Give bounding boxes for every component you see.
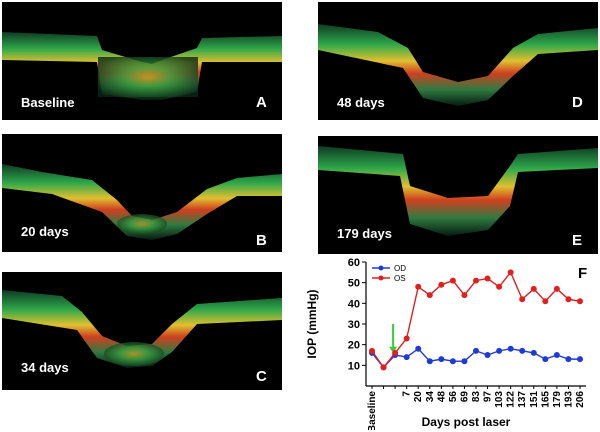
x-tick-label: 193 [563,391,574,408]
y-tick-label: 40 [348,298,360,310]
x-tick-label: Baseline [367,391,378,430]
panel-label-34-days: 34 days [21,360,69,375]
panel-letter-e: E [572,232,583,249]
x-tick-label: 179 [552,391,563,408]
oct-image-baseline [2,32,282,100]
data-point-os [553,285,560,292]
panel-letter-f: F [578,265,587,282]
x-tick-label: 20 [413,391,424,403]
data-point-os [484,275,491,282]
panel-label-179-days: 179 days [337,226,392,241]
oct-image-48-days [318,24,598,106]
data-point-os [473,277,479,284]
data-point-os [461,292,468,299]
x-tick-label: 48 [436,391,447,403]
oct-panel-baseline: Baseline A [2,2,282,120]
data-point-os [380,364,387,371]
panel-letter-d: D [572,94,583,111]
x-tick-label: 137 [517,391,528,408]
data-point-os [415,283,422,290]
laser-arrow-head [389,346,398,353]
oct-image-34-days [2,290,282,368]
legend-label-os: OS [394,274,406,283]
legend-marker-os [378,275,384,281]
y-tick-label: 50 [348,278,360,290]
x-tick-label: 206 [575,391,586,408]
data-point-os [438,281,445,288]
data-point-os [392,349,399,356]
x-tick-label: 103 [494,391,505,408]
data-point-od [530,349,537,356]
panel-label-20-days: 20 days [21,224,69,239]
data-point-od [507,345,514,352]
oct-image-179-days [318,146,598,236]
data-point-os [403,335,410,342]
data-point-os [577,298,583,305]
panel-letter-a: A [256,94,267,111]
y-axis-title: IOP (mmHg) [305,289,319,358]
data-point-os [519,296,526,303]
data-point-os [449,277,456,284]
oct-panel-34-days: 34 days C [2,272,282,390]
x-tick-label: 122 [506,391,517,408]
y-tick-label: 60 [348,257,360,269]
data-point-os [542,298,549,305]
x-tick-label: 56 [448,391,459,403]
data-point-od [553,352,560,358]
x-tick-label: 83 [471,391,482,403]
x-tick-label: 34 [425,391,436,403]
oct-panel-20-days: 20 days B [2,134,282,252]
legend-marker-od [378,265,384,271]
data-point-os [496,283,503,290]
x-tick-label: 151 [529,391,540,408]
data-point-od [403,354,410,361]
x-tick-label: 97 [483,391,494,403]
panel-label-48-days: 48 days [337,95,385,110]
legend-label-od: OD [394,264,406,273]
data-point-od [415,345,422,352]
data-point-od [461,358,468,365]
data-point-od [565,356,572,363]
data-point-os [507,269,514,276]
panel-letter-c: C [256,368,267,385]
data-point-od [496,347,503,354]
data-point-od [426,358,433,365]
oct-panel-48-days: 48 days D [318,2,598,120]
data-point-od [438,356,445,363]
data-point-os [565,296,572,303]
y-tick-label: 10 [348,360,360,372]
panel-letter-b: B [256,232,267,249]
oct-image-20-days [2,164,282,240]
oct-panel-179-days: 179 days E [318,136,598,254]
x-tick-label: 165 [540,391,551,408]
data-point-od [484,352,491,358]
data-point-od [519,347,526,354]
data-point-od [449,358,456,365]
data-point-od [577,356,583,363]
x-axis-title: Days post laser [422,415,511,429]
x-tick-label: 69 [459,391,470,403]
y-tick-label: 20 [348,340,360,352]
panel-label-baseline: Baseline [21,95,75,110]
x-tick-label: 7 [402,391,413,397]
data-point-os [369,347,375,354]
data-point-os [530,285,537,292]
data-point-od [542,356,549,363]
data-point-od [473,347,479,354]
y-tick-label: 30 [348,319,360,331]
data-point-os [426,292,433,299]
